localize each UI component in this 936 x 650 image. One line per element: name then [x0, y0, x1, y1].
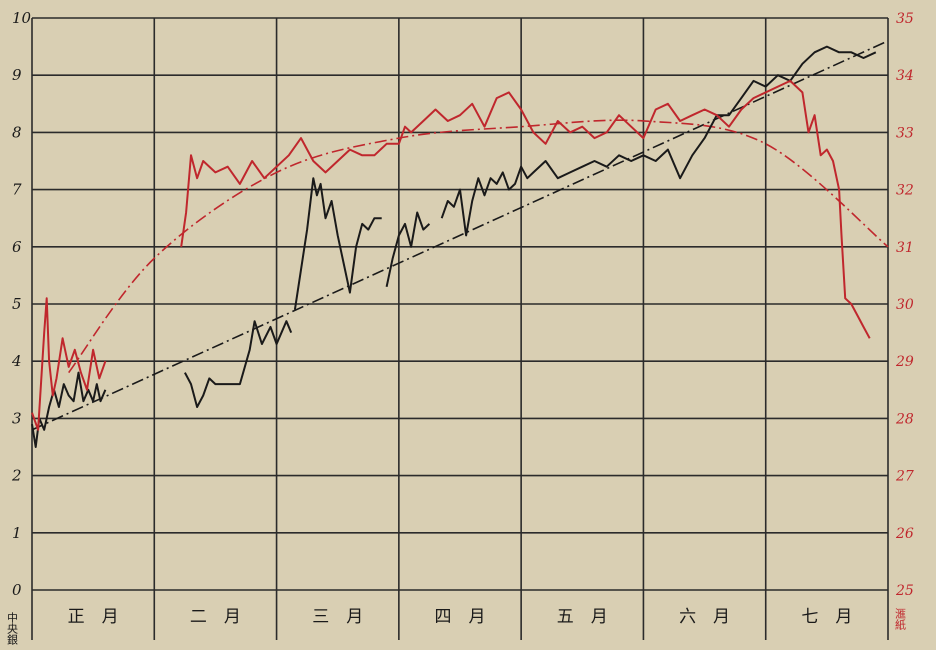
month-label: 七 月 [801, 607, 852, 627]
right-axis: 25 26 27 28 29 30 31 32 33 34 35 滙紙 [894, 11, 914, 630]
month-label: 五 月 [557, 607, 608, 627]
left-tick-label: 1 [12, 524, 22, 542]
right-tick-label: 33 [896, 125, 914, 141]
right-tick-label: 32 [896, 183, 914, 199]
month-label: 正 月 [68, 607, 119, 627]
right-tick-label: 31 [896, 240, 914, 256]
trend-lines [31, 40, 889, 431]
right-tick-label: 26 [895, 526, 914, 542]
trend-line [31, 40, 889, 431]
left-tick-label: 5 [12, 295, 22, 313]
month-labels: 正 月二 月三 月四 月五 月六 月七 月 [68, 607, 853, 627]
right-tick-label: 30 [896, 297, 914, 313]
left-tick-label: 10 [12, 9, 32, 27]
grid [31, 17, 889, 640]
month-label: 四 月 [435, 607, 486, 627]
series-line [31, 371, 107, 448]
series-line [293, 177, 382, 310]
series-line [385, 211, 431, 288]
month-label: 三 月 [312, 607, 363, 627]
left-axis-label: 中央銀 [6, 612, 19, 646]
right-axis-label: 滙紙 [894, 608, 907, 630]
left-tick-label: 0 [12, 581, 22, 599]
left-axis: 0 1 2 3 4 5 6 7 8 9 10 中央銀 [6, 9, 32, 646]
right-tick-label: 27 [895, 469, 914, 485]
series-line [440, 45, 877, 237]
right-tick-label: 29 [895, 354, 914, 370]
right-tick-label: 35 [896, 11, 914, 27]
month-label: 六 月 [679, 607, 730, 627]
left-tick-label: 2 [11, 467, 22, 485]
right-tick-label: 34 [896, 68, 914, 84]
series-lines [31, 45, 877, 448]
left-tick-label: 3 [12, 409, 22, 427]
left-tick-label: 6 [12, 238, 22, 256]
left-tick-label: 4 [11, 352, 22, 370]
left-tick-label: 9 [12, 66, 22, 84]
series-line [184, 320, 293, 408]
series-line [31, 297, 107, 431]
left-tick-label: 7 [12, 181, 22, 199]
right-tick-label: 25 [895, 583, 914, 599]
left-tick-label: 8 [12, 123, 22, 141]
right-tick-label: 28 [895, 411, 914, 427]
series-line [180, 79, 871, 339]
month-label: 二 月 [190, 607, 241, 627]
trend-line [68, 119, 889, 374]
